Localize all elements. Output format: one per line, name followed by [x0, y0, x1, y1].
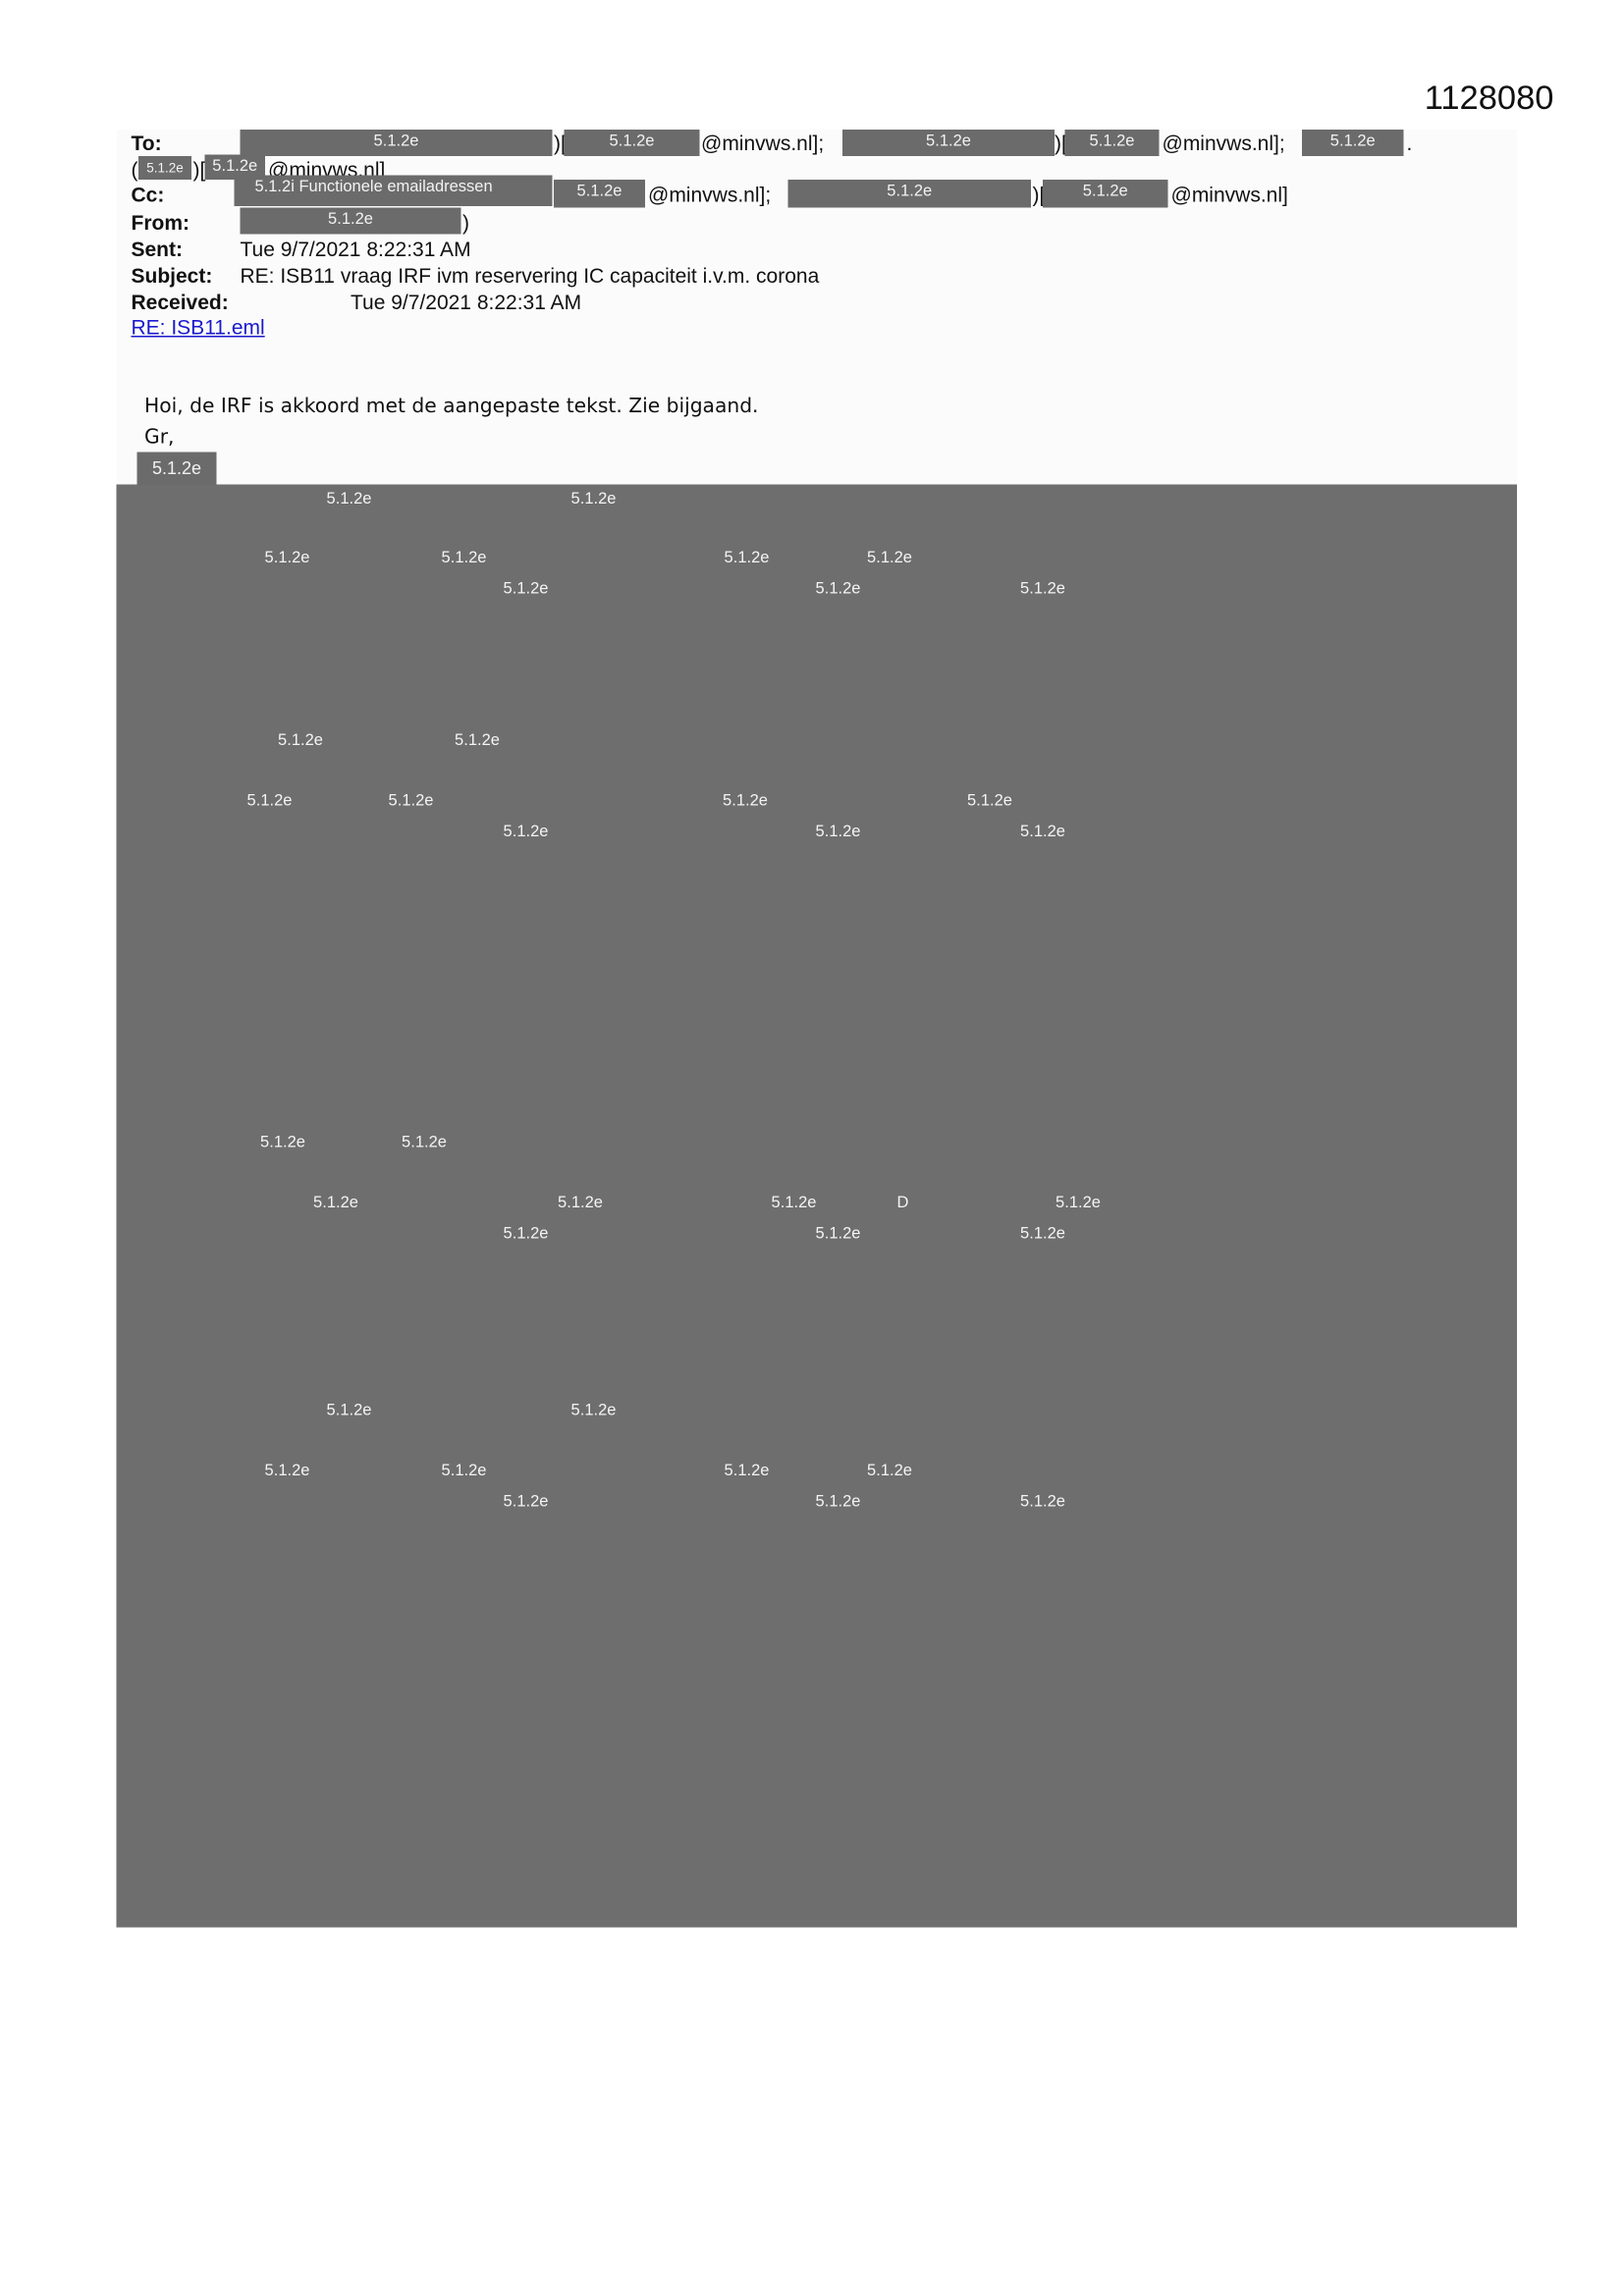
- attachment-link[interactable]: RE: ISB11.eml: [131, 315, 265, 339]
- redaction-box: 5.1.2e: [564, 130, 700, 156]
- redaction-box: 5.1.2e: [842, 130, 1055, 156]
- redaction-box: 5.1.2e: [240, 207, 461, 235]
- redaction-label: 5.1.2e: [867, 1462, 912, 1480]
- redaction-label: 5.1.2e: [1020, 823, 1065, 841]
- redaction-label: 5.1.2e: [503, 823, 549, 841]
- separator: .: [1406, 131, 1413, 155]
- redaction-label: 5.1.2e: [771, 1194, 817, 1212]
- separator: ): [462, 210, 470, 235]
- from-label: From:: [131, 210, 190, 235]
- redaction-label: 5.1.2e: [264, 549, 310, 567]
- separator: )[: [554, 131, 567, 155]
- redaction-box: 5.1.2e: [787, 180, 1031, 208]
- body-greeting: Gr,: [144, 425, 175, 450]
- redaction-label: 5.1.2e: [503, 1493, 549, 1511]
- redacted-block: 5.1.2e 5.1.2e 5.1.2e 5.1.2e 5.1.2e 5.1.2e 5.1.…: [116, 484, 1517, 1928]
- redaction-box: 5.1.2e: [240, 130, 553, 156]
- redaction-label: 5.1.2e: [503, 1225, 549, 1243]
- redaction-label: 5.1.2e: [455, 731, 500, 750]
- redaction-label: 5.1.2e: [1056, 1194, 1101, 1212]
- redaction-label: 5.1.2e: [815, 823, 861, 841]
- sent-label: Sent:: [131, 237, 184, 261]
- separator: (: [131, 157, 138, 182]
- redaction-label: 5.1.2e: [1020, 580, 1065, 598]
- redaction-box: 5.1.2e: [1043, 180, 1168, 208]
- subject-label: Subject:: [131, 263, 213, 288]
- redaction-label: 5.1.2e: [815, 1493, 861, 1511]
- redaction-label: 5.1.2e: [313, 1194, 358, 1212]
- redaction-label: 5.1.2e: [503, 580, 549, 598]
- email-domain: @minvws.nl];: [648, 183, 772, 206]
- redaction-label: 5.1.2e: [570, 490, 617, 508]
- cc-label: Cc:: [131, 183, 165, 206]
- redaction-label: 5.1.2e: [570, 1402, 617, 1419]
- body-line: Hoi, de IRF is akkoord met de aangepaste…: [144, 395, 759, 418]
- redaction-label: 5.1.2e: [402, 1134, 447, 1151]
- received-value: Tue 9/7/2021 8:22:31 AM: [351, 290, 582, 314]
- redaction-label: 5.1.2e: [278, 731, 323, 750]
- received-label: Received:: [131, 290, 229, 314]
- document-number: 1128080: [1424, 78, 1554, 117]
- redaction-label: 5.1.2e: [326, 490, 372, 508]
- email-domain: @minvws.nl];: [1162, 131, 1285, 155]
- redaction-box: 5.1.2e: [554, 180, 645, 208]
- redaction-label: 5.1.2e: [264, 1462, 310, 1480]
- redaction-box: 5.1.2e: [1302, 130, 1404, 156]
- redaction-label: 5.1.2e: [326, 1402, 372, 1419]
- redaction-label: 5.1.2e: [815, 1225, 861, 1243]
- separator: )[: [1055, 131, 1067, 155]
- redaction-label: 5.1.2e: [558, 1194, 603, 1212]
- subject-value: RE: ISB11 vraag IRF ivm reservering IC c…: [240, 263, 820, 288]
- redaction-label: 5.1.2e: [260, 1134, 305, 1151]
- separator: )[: [1032, 183, 1046, 206]
- email-domain: @minvws.nl];: [701, 131, 825, 155]
- redaction-label: D: [896, 1194, 909, 1212]
- redaction-label: 5.1.2e: [723, 792, 768, 810]
- redaction-label: 5.1.2e: [246, 792, 293, 810]
- redaction-label: 5.1.2e: [1020, 1225, 1065, 1243]
- to-label: To:: [131, 131, 162, 155]
- redaction-label: 5.1.2e: [967, 792, 1012, 810]
- redaction-label: 5.1.2e: [1020, 1493, 1065, 1511]
- redaction-label: 5.1.2e: [441, 1462, 487, 1480]
- sent-value: Tue 9/7/2021 8:22:31 AM: [240, 237, 471, 261]
- redaction-label: 5.1.2e: [441, 549, 487, 567]
- redaction-box: 5.1.2e: [1064, 130, 1160, 156]
- redaction-label: 5.1.2e: [388, 792, 434, 810]
- redaction-label: 5.1.2e: [867, 549, 912, 567]
- redaction-label: 5.1.2e: [724, 549, 770, 567]
- separator: )[: [192, 157, 206, 182]
- redaction-label: 5.1.2e: [724, 1462, 770, 1480]
- email-domain: @minvws.nl]: [1170, 183, 1288, 206]
- redaction-box: 5.1.2e: [138, 156, 191, 180]
- redaction-box-signature: 5.1.2e: [136, 452, 217, 486]
- redaction-box-functional: 5.1.2i Functionele emailadressen: [234, 175, 553, 206]
- redaction-label: 5.1.2e: [815, 580, 861, 598]
